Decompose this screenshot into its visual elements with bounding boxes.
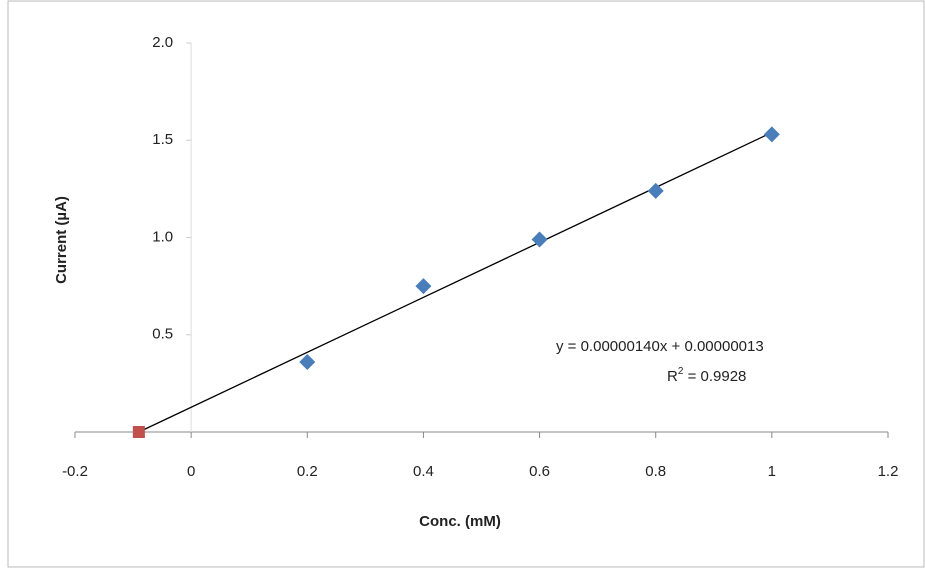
data-point [299, 353, 316, 370]
x-tick-label: 0.6 [529, 463, 550, 480]
x-tick-label: 0 [187, 463, 195, 480]
y-tick-label: 2.0 [152, 34, 173, 51]
trend-equation: y = 0.00000140x + 0.00000013 [556, 338, 764, 355]
y-tick-label: 0.5 [152, 326, 173, 343]
x-tick-label: 0.2 [297, 463, 318, 480]
chart-frame [7, 0, 925, 568]
x-tick-label: 1 [768, 463, 776, 480]
r-squared: R2 = 0.9928 [667, 366, 746, 385]
data-point [531, 231, 548, 248]
data-point [647, 182, 664, 199]
r-symbol: R [667, 368, 678, 385]
y-axis-title: Current (µA) [53, 196, 70, 284]
x-tick-label: 0.4 [413, 463, 434, 480]
x-tick-label: 0.8 [645, 463, 666, 480]
x-axis-title: Conc. (mM) [419, 513, 501, 530]
data-point [763, 126, 780, 143]
r-exponent: 2 [678, 366, 684, 377]
r-value: = 0.9928 [683, 368, 746, 385]
x-tick-label: 1.2 [878, 463, 899, 480]
x-tick-label: -0.2 [62, 463, 88, 480]
trendline [138, 131, 773, 433]
data-point [132, 426, 145, 438]
y-tick-label: 1.5 [152, 131, 173, 148]
y-tick-label: 1.0 [152, 228, 173, 245]
data-point [415, 278, 432, 295]
